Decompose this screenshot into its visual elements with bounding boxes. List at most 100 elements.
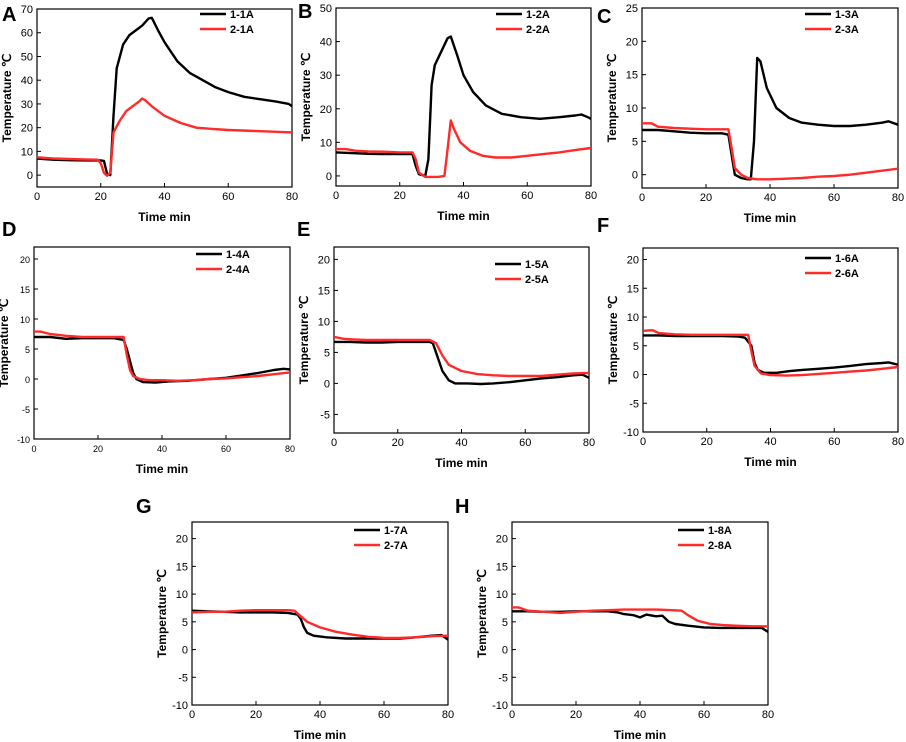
y-tick-label-d: 15 (20, 285, 30, 295)
y-tick-label-f: 20 (627, 255, 639, 267)
x-tick-label-h: 20 (570, 709, 582, 721)
y-axis-title-g: Temperature ℃ (155, 569, 169, 658)
x-tick-label-d: 20 (93, 444, 103, 454)
series-line-2-7a (192, 609, 448, 640)
y-tick-label-d: 0 (25, 375, 30, 385)
x-tick-label-e: 20 (392, 437, 404, 449)
x-tick-label-d: 60 (221, 444, 231, 454)
x-axis-title-b: Time min (437, 209, 489, 223)
y-tick-label-f: 15 (627, 283, 639, 295)
x-tick-label-b: 80 (585, 190, 597, 202)
y-tick-label-h: 0 (502, 645, 508, 657)
y-tick-label-e: 10 (318, 316, 330, 328)
x-tick-label-a: 0 (34, 191, 40, 203)
y-tick-label-f: 0 (633, 370, 639, 382)
legend-label-1-8a: 1-8A (708, 525, 732, 537)
plot-frame-g (191, 521, 449, 706)
y-tick-label-g: 0 (182, 645, 188, 657)
x-tick-label-e: 80 (583, 437, 595, 449)
x-tick-label-f: 60 (828, 436, 840, 448)
y-tick-label-b: 0 (326, 171, 332, 183)
panel-letter-h: H (455, 496, 469, 518)
panel-letter-g: G (136, 496, 152, 518)
plot-frame-c (641, 7, 899, 189)
y-axis-title-e: Temperature ℃ (297, 296, 311, 385)
y-tick-label-d: 5 (25, 345, 30, 355)
legend-label-2-7a: 2-7A (384, 540, 408, 552)
legend-label-1-2a: 1-2A (526, 9, 550, 21)
x-axis-title-f: Time min (744, 455, 796, 469)
legend-label-2-8a: 2-8A (708, 540, 732, 552)
y-tick-label-d: -10 (17, 435, 30, 445)
panel-b: B 0 20 40 60 80 0 10 20 30 40 50 Time min Temperature… (298, 1, 597, 223)
x-tick-label-c: 20 (700, 192, 712, 204)
x-tick-label-d: 0 (31, 444, 36, 454)
y-tick-label-g: 20 (176, 534, 188, 546)
y-tick-label-f: -10 (623, 427, 639, 439)
legend-label-2-4a: 2-4A (226, 264, 250, 276)
y-axis-title-d: Temperature ℃ (0, 299, 11, 388)
y-tick-label-c: 15 (626, 70, 638, 82)
x-axis-title-g: Time min (294, 728, 346, 742)
panel-letter-c: C (597, 6, 611, 28)
x-tick-label-h: 80 (762, 709, 774, 721)
x-tick-label-c: 60 (828, 192, 840, 204)
y-tick-label-h: 15 (496, 561, 508, 573)
x-tick-label-f: 40 (764, 436, 776, 448)
panel-a: A 0 20 40 60 80 0 10 20 30 40 50 60 70 Time min Tempera… (0, 4, 298, 224)
plot-frame-f (642, 247, 899, 433)
x-tick-label-a: 60 (222, 191, 234, 203)
legend-label-2-5a: 2-5A (525, 274, 549, 286)
x-axis-title-d: Time min (136, 462, 188, 476)
y-tick-label-g: -10 (172, 700, 188, 712)
panel-letter-b: B (298, 1, 312, 23)
x-tick-label-g: 40 (314, 709, 326, 721)
x-tick-label-a: 20 (95, 191, 107, 203)
x-tick-label-c: 80 (892, 192, 904, 204)
y-tick-label-d: 20 (20, 255, 30, 265)
panel-letter-d: D (2, 219, 16, 241)
y-tick-label-h: 20 (496, 534, 508, 546)
x-tick-label-f: 20 (701, 436, 713, 448)
x-tick-label-e: 40 (455, 437, 467, 449)
series-line-2-2a (336, 119, 591, 179)
x-tick-label-h: 40 (634, 709, 646, 721)
y-tick-label-g: 5 (182, 617, 188, 629)
legend-label-1-3a: 1-3A (835, 9, 859, 21)
legend-label-1-4a: 1-4A (226, 249, 250, 261)
y-tick-label-g: -5 (178, 672, 188, 684)
series-line-1-8a (512, 610, 768, 633)
y-tick-label-c: 10 (626, 103, 638, 115)
series-line-2-4a (34, 330, 290, 382)
y-tick-label-b: 20 (320, 104, 332, 116)
x-tick-label-f: 80 (892, 436, 904, 448)
x-tick-label-h: 60 (698, 709, 710, 721)
x-tick-label-f: 0 (640, 436, 646, 448)
y-tick-label-h: -10 (492, 700, 508, 712)
y-tick-label-a: 0 (27, 170, 33, 182)
x-tick-label-g: 20 (250, 709, 262, 721)
y-tick-label-e: 15 (318, 285, 330, 297)
x-axis-title-h: Time min (614, 728, 666, 742)
x-tick-label-e: 0 (331, 437, 337, 449)
series-line-2-1a (37, 97, 292, 177)
x-tick-label-a: 80 (286, 191, 298, 203)
y-axis-title-a: Temperature ℃ (0, 54, 14, 143)
y-tick-label-a: 70 (21, 4, 33, 16)
y-tick-label-h: 5 (502, 617, 508, 629)
x-tick-label-g: 60 (378, 709, 390, 721)
series-line-2-3a (642, 122, 898, 181)
y-tick-label-b: 30 (320, 70, 332, 82)
panel-g: G 0 20 40 60 80 -10 -5 0 5 10 15 20 Time min Temperatu… (136, 496, 454, 742)
y-tick-label-c: 5 (632, 136, 638, 148)
x-axis-title-e: Time min (435, 456, 487, 470)
panel-d: D 0 20 40 60 80 -10 -5 0 5 10 15 20 Time min Temperatu… (0, 219, 295, 476)
x-tick-label-d: 80 (285, 444, 295, 454)
legend-label-1-7a: 1-7A (384, 525, 408, 537)
x-tick-label-g: 0 (189, 709, 195, 721)
y-tick-label-e: -5 (320, 409, 330, 421)
legend-label-2-2a: 2-2A (526, 24, 550, 36)
plot-frame-b (335, 7, 592, 187)
x-tick-label-b: 0 (333, 190, 339, 202)
